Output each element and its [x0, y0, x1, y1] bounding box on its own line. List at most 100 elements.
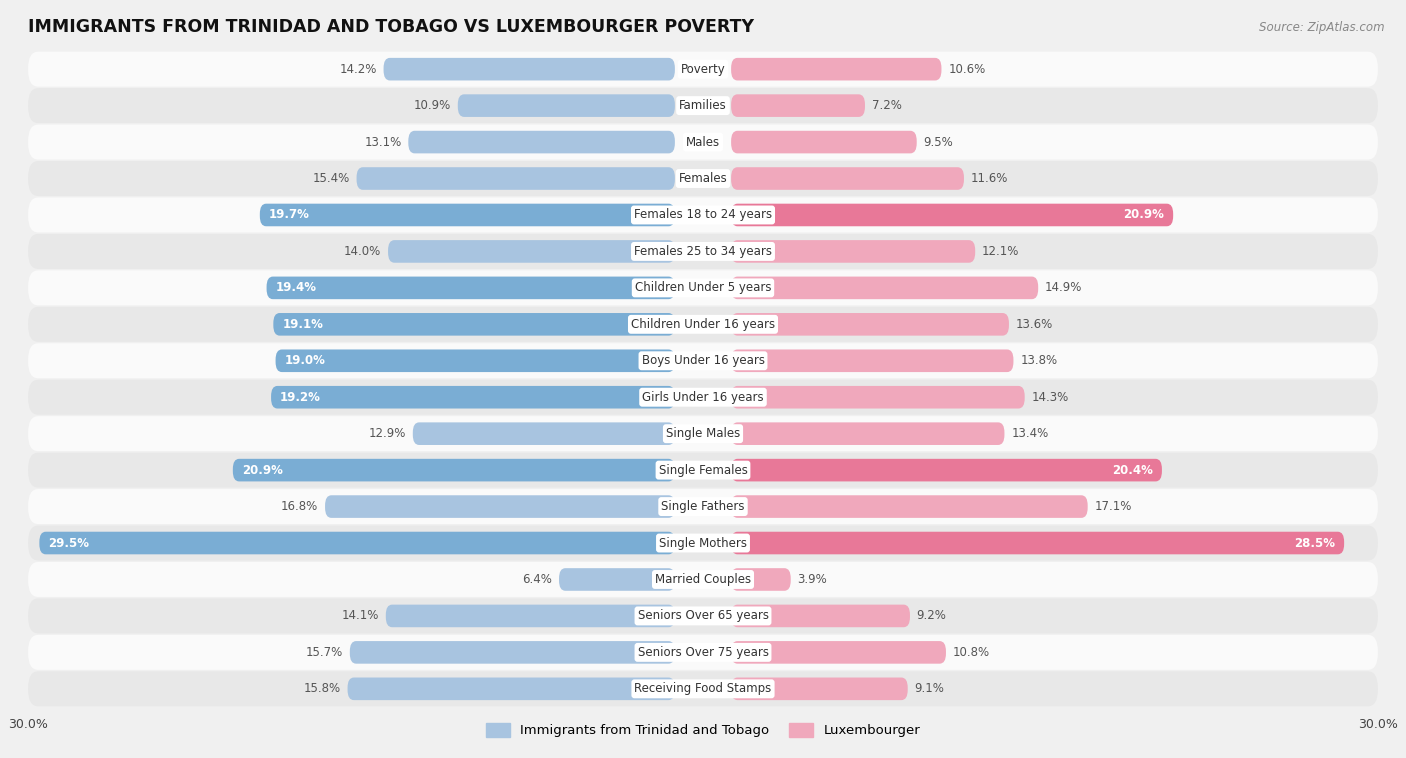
Text: 19.4%: 19.4% [276, 281, 316, 294]
Text: 9.1%: 9.1% [914, 682, 945, 695]
Text: 20.9%: 20.9% [1123, 208, 1164, 221]
FancyBboxPatch shape [408, 131, 675, 153]
FancyBboxPatch shape [28, 52, 1378, 86]
Text: 7.2%: 7.2% [872, 99, 901, 112]
Text: 13.4%: 13.4% [1011, 428, 1049, 440]
FancyBboxPatch shape [267, 277, 675, 299]
FancyBboxPatch shape [28, 453, 1378, 487]
Text: 19.0%: 19.0% [284, 354, 325, 368]
FancyBboxPatch shape [731, 277, 1038, 299]
Text: 12.9%: 12.9% [368, 428, 406, 440]
FancyBboxPatch shape [28, 525, 1378, 560]
Text: Single Males: Single Males [666, 428, 740, 440]
Text: 14.9%: 14.9% [1045, 281, 1083, 294]
FancyBboxPatch shape [28, 380, 1378, 415]
FancyBboxPatch shape [271, 386, 675, 409]
FancyBboxPatch shape [731, 313, 1010, 336]
Text: 12.1%: 12.1% [981, 245, 1019, 258]
FancyBboxPatch shape [388, 240, 675, 263]
FancyBboxPatch shape [731, 204, 1173, 227]
FancyBboxPatch shape [350, 641, 675, 664]
Text: 14.1%: 14.1% [342, 609, 380, 622]
Text: 20.9%: 20.9% [242, 464, 283, 477]
Text: 14.2%: 14.2% [339, 63, 377, 76]
FancyBboxPatch shape [731, 568, 790, 590]
Text: 19.1%: 19.1% [283, 318, 323, 330]
FancyBboxPatch shape [458, 94, 675, 117]
FancyBboxPatch shape [28, 161, 1378, 196]
Text: Seniors Over 65 years: Seniors Over 65 years [637, 609, 769, 622]
Text: 15.8%: 15.8% [304, 682, 340, 695]
FancyBboxPatch shape [28, 635, 1378, 670]
Text: 10.6%: 10.6% [948, 63, 986, 76]
FancyBboxPatch shape [273, 313, 675, 336]
FancyBboxPatch shape [28, 88, 1378, 123]
Text: 28.5%: 28.5% [1294, 537, 1336, 550]
Text: Single Females: Single Females [658, 464, 748, 477]
Text: 13.8%: 13.8% [1021, 354, 1057, 368]
FancyBboxPatch shape [731, 605, 910, 627]
Text: Seniors Over 75 years: Seniors Over 75 years [637, 646, 769, 659]
FancyBboxPatch shape [28, 234, 1378, 269]
FancyBboxPatch shape [413, 422, 675, 445]
Text: 16.8%: 16.8% [281, 500, 318, 513]
FancyBboxPatch shape [384, 58, 675, 80]
Text: 6.4%: 6.4% [523, 573, 553, 586]
FancyBboxPatch shape [39, 531, 675, 554]
FancyBboxPatch shape [731, 531, 1344, 554]
Text: Girls Under 16 years: Girls Under 16 years [643, 390, 763, 404]
FancyBboxPatch shape [28, 271, 1378, 305]
FancyBboxPatch shape [731, 58, 942, 80]
Text: 19.7%: 19.7% [269, 208, 309, 221]
FancyBboxPatch shape [731, 168, 965, 190]
Text: Source: ZipAtlas.com: Source: ZipAtlas.com [1260, 21, 1385, 34]
Text: 13.1%: 13.1% [364, 136, 402, 149]
Text: 15.7%: 15.7% [307, 646, 343, 659]
Text: Married Couples: Married Couples [655, 573, 751, 586]
Text: 11.6%: 11.6% [970, 172, 1008, 185]
Text: Single Mothers: Single Mothers [659, 537, 747, 550]
FancyBboxPatch shape [28, 598, 1378, 634]
Text: 10.8%: 10.8% [953, 646, 990, 659]
FancyBboxPatch shape [28, 672, 1378, 706]
Text: Females 18 to 24 years: Females 18 to 24 years [634, 208, 772, 221]
Text: Families: Families [679, 99, 727, 112]
Text: 20.4%: 20.4% [1112, 464, 1153, 477]
Text: Boys Under 16 years: Boys Under 16 years [641, 354, 765, 368]
Text: Children Under 16 years: Children Under 16 years [631, 318, 775, 330]
Text: Single Fathers: Single Fathers [661, 500, 745, 513]
FancyBboxPatch shape [276, 349, 675, 372]
Text: Females: Females [679, 172, 727, 185]
FancyBboxPatch shape [731, 459, 1161, 481]
Text: 14.3%: 14.3% [1032, 390, 1069, 404]
FancyBboxPatch shape [28, 416, 1378, 451]
Text: 9.5%: 9.5% [924, 136, 953, 149]
FancyBboxPatch shape [385, 605, 675, 627]
Text: 15.4%: 15.4% [312, 172, 350, 185]
FancyBboxPatch shape [28, 489, 1378, 524]
Text: Males: Males [686, 136, 720, 149]
Text: 19.2%: 19.2% [280, 390, 321, 404]
Legend: Immigrants from Trinidad and Tobago, Luxembourger: Immigrants from Trinidad and Tobago, Lux… [481, 718, 925, 743]
FancyBboxPatch shape [731, 240, 976, 263]
FancyBboxPatch shape [731, 349, 1014, 372]
Text: 14.0%: 14.0% [344, 245, 381, 258]
FancyBboxPatch shape [325, 495, 675, 518]
FancyBboxPatch shape [347, 678, 675, 700]
FancyBboxPatch shape [28, 307, 1378, 342]
FancyBboxPatch shape [28, 562, 1378, 597]
FancyBboxPatch shape [28, 198, 1378, 233]
Text: Receiving Food Stamps: Receiving Food Stamps [634, 682, 772, 695]
Text: 10.9%: 10.9% [413, 99, 451, 112]
Text: 13.6%: 13.6% [1015, 318, 1053, 330]
Text: Poverty: Poverty [681, 63, 725, 76]
FancyBboxPatch shape [233, 459, 675, 481]
Text: 29.5%: 29.5% [48, 537, 90, 550]
FancyBboxPatch shape [731, 678, 908, 700]
FancyBboxPatch shape [731, 495, 1088, 518]
FancyBboxPatch shape [731, 422, 1004, 445]
Text: 3.9%: 3.9% [797, 573, 827, 586]
FancyBboxPatch shape [28, 343, 1378, 378]
FancyBboxPatch shape [357, 168, 675, 190]
Text: 17.1%: 17.1% [1094, 500, 1132, 513]
